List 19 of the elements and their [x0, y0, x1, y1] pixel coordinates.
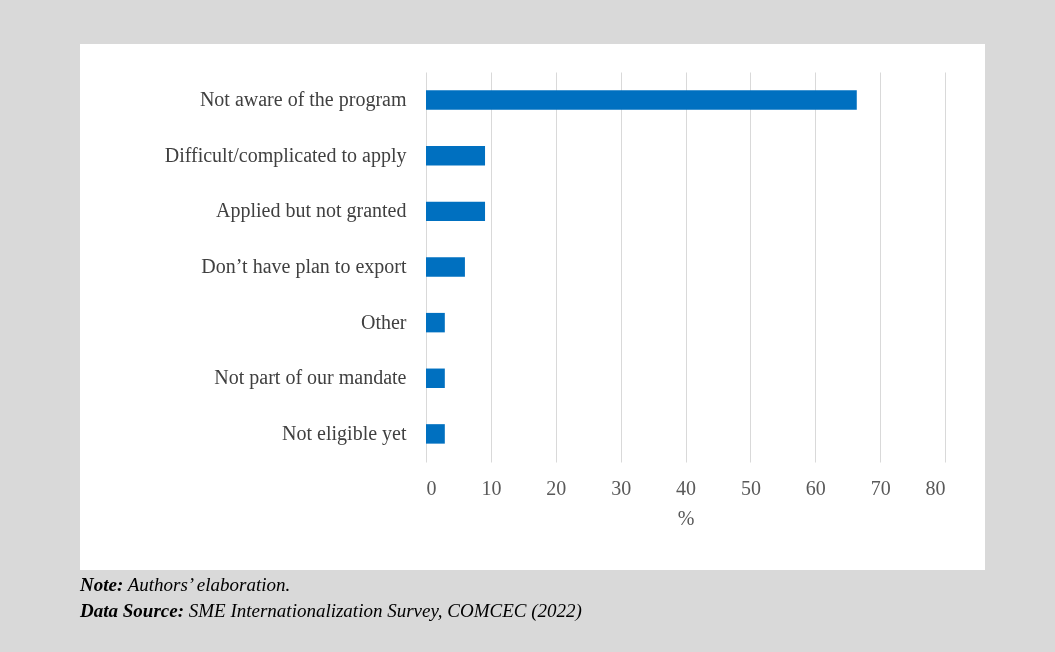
x-tick-label: 0: [426, 476, 437, 499]
x-tick-label: 40: [676, 476, 696, 499]
x-tick-label: 80: [925, 476, 946, 499]
y-tick-label: Not aware of the program: [199, 88, 407, 112]
x-tick-label: 70: [870, 476, 891, 499]
y-tick-label: Other: [360, 310, 407, 333]
y-tick-label: Not eligible yet: [282, 421, 407, 445]
text: Note: Authors’ elaboration.: [80, 573, 292, 597]
x-axis-title: %: [677, 506, 695, 529]
x-tick-label: 30: [611, 476, 632, 499]
x-tick-label: 10: [481, 476, 502, 499]
y-tick-label: Difficult/complicated to apply: [164, 143, 407, 167]
x-tick-label: 20: [546, 476, 567, 499]
source-note: Data Source: SME Internationalization Survey, COMCEC (2022): [80, 599, 582, 623]
y-tick-label: Not part of our mandate: [214, 366, 407, 390]
y-tick-label: Applied but not granted: [215, 199, 407, 223]
x-tick-label: 50: [740, 476, 761, 499]
y-tick-label: Don’t have plan to export: [201, 255, 407, 278]
x-tick-label: 60: [805, 476, 826, 499]
